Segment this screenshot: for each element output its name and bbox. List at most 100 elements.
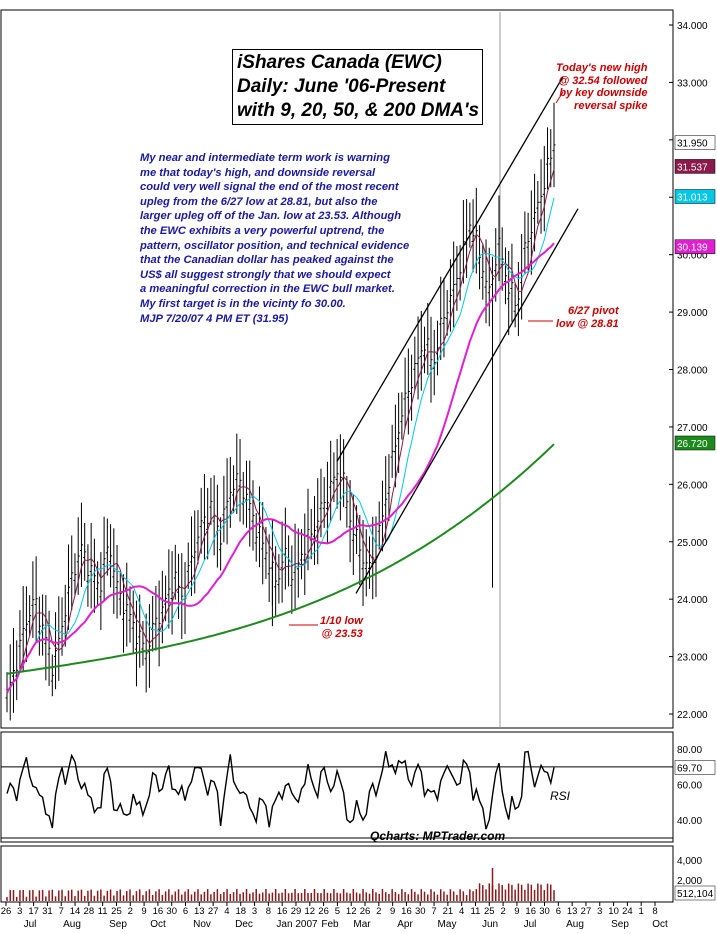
rsi-label: RSI [550,789,571,803]
price-tick-label: 24.000 [677,595,708,606]
date-tick-label: 11 [98,906,108,917]
price-value-tag-bg [674,239,716,254]
commentary-line: larger upleg off of the Jan. low at 23.5… [140,210,402,223]
date-tick-label: 10 [608,906,619,917]
commentary-line: MJP 7/20/07 4 PM ET (31.95) [140,312,289,325]
new-high-pointer [555,91,564,104]
annotation-line: 1/10 low [320,615,363,627]
date-tick-label: 4 [224,906,229,917]
date-tick-label: 3 [597,906,602,917]
date-tick-label: 11 [471,906,481,917]
annotation-pivot-low: 6/27 pivot low @ 28.81 [556,305,619,330]
commentary-text: My near and intermediate term work is wa… [140,151,440,326]
date-tick-label: 9 [390,906,395,917]
month-label: Feb [321,919,339,930]
annotation-new-high: Today's new high @ 32.54 followed by key… [556,62,647,112]
date-tick-label: 18 [235,906,246,917]
chart-credit: Qcharts: MPTrader.com [370,829,506,843]
date-tick-label: 27 [208,906,219,917]
volume-tick-label: 2,000 [677,876,702,887]
date-tick-label: 3 [17,906,22,917]
volume-value-tag: 512,104 [677,889,714,900]
rsi-line [6,750,555,830]
chart-title-box: iShares Canada (EWC) Daily: June '06-Pre… [232,49,483,125]
date-tick-label: 12 [346,906,357,917]
annotation-line: reversal spike [574,99,648,112]
date-tick-label: 26 [360,906,371,917]
annotation-line: 6/27 pivot [567,305,619,317]
date-tick-label: 25 [484,906,495,917]
channel-upper-line [336,76,564,462]
date-tick-label: 5 [335,906,340,917]
date-tick-label: 7 [431,906,436,917]
annotation-line: @ 23.53 [321,627,363,640]
commentary-line: that the Canadian dollar has peaked agai… [140,254,394,267]
commentary-line: the EWC exhibits a very powerful uptrend… [140,224,385,237]
date-tick-label: 9 [141,906,146,917]
month-label: Aug [63,919,81,930]
date-tick-label: 26 [1,906,12,917]
month-label: Nov [193,919,211,930]
date-tick-label: 2 [500,906,505,917]
date-tick-label: 2 [376,906,381,917]
price-tick-label: 34.000 [677,21,708,32]
month-label: Jun [482,919,498,930]
date-tick-label: 13 [567,906,578,917]
chart-subtitle-dma: with 9, 20, 50, & 200 DMA's [237,100,480,121]
price-value-tag: 31.950 [677,139,708,150]
month-label: Oct [652,919,668,930]
price-value-tag: 30.139 [677,243,708,254]
date-tick-label: 26 [318,906,329,917]
commentary-line: upleg from the 6/27 low at 28.81, but al… [140,195,378,208]
commentary-line: My near and intermediate term work is wa… [140,152,390,164]
chart-title: iShares Canada (EWC) [237,52,442,73]
channel-lower-line [355,208,579,594]
month-label: Jul [24,919,37,930]
rsi-tick-label: 40.00 [677,816,702,827]
month-label: Dec [235,919,253,930]
date-tick-label: 27 [581,906,592,917]
commentary-line: My first target is in the vicinty fo 30.… [140,297,346,310]
rsi-value-tag-bg [674,760,716,775]
date-tick-label: 16 [153,906,164,917]
volume-tick-label: 4,000 [677,856,702,867]
month-label: Apr [397,919,413,930]
annotation-line: low @ 28.81 [556,317,619,330]
rsi-value-tag: 69.70 [677,763,702,774]
commentary-line: pattern, oscillator position, and techni… [140,239,410,252]
price-tick-label: 23.000 [677,653,708,664]
price-tick-label: 33.000 [677,78,708,89]
month-label: Sep [611,919,629,930]
date-tick-label: 8 [652,906,657,917]
volume-value-tag-bg [674,885,716,901]
date-tick-label: 12 [304,906,315,917]
month-label: Oct [150,919,166,930]
annotation-line: by key downside [559,87,648,99]
annotation-line: Today's new high [556,62,648,74]
commentary-line: could very well signal the end of the mo… [140,181,399,194]
month-label: Mar [353,919,371,930]
date-tick-label: 25 [111,906,122,917]
annotation-line: @ 32.54 followed [558,74,648,87]
price-tick-label: 28.000 [677,366,708,377]
commentary-line: US$ all suggest strongly that we should … [140,268,391,281]
date-tick-label: 13 [194,906,205,917]
price-tick-label: 30.000 [677,251,708,262]
date-tick-label: 28 [84,906,95,917]
price-value-tag-bg [674,135,716,150]
date-tick-label: 6 [556,906,561,917]
price-tick-label: 25.000 [677,538,708,549]
date-tick-label: 30 [539,906,550,917]
month-label: Sep [109,919,127,930]
date-tick-label: 16 [401,906,412,917]
date-tick-label: 7 [59,906,64,917]
price-value-tag-bg [674,189,716,204]
date-tick-label: 9 [514,906,519,917]
annotation-jan-low: 1/10 low @ 23.53 [320,615,363,640]
price-tick-label: 26.000 [677,480,708,491]
price-value-tag: 31.013 [677,193,708,204]
date-tick-label: 30 [415,906,426,917]
rsi-tick-label: 60.00 [677,781,702,792]
chart-subtitle-period: Daily: June '06-Present [237,76,446,97]
